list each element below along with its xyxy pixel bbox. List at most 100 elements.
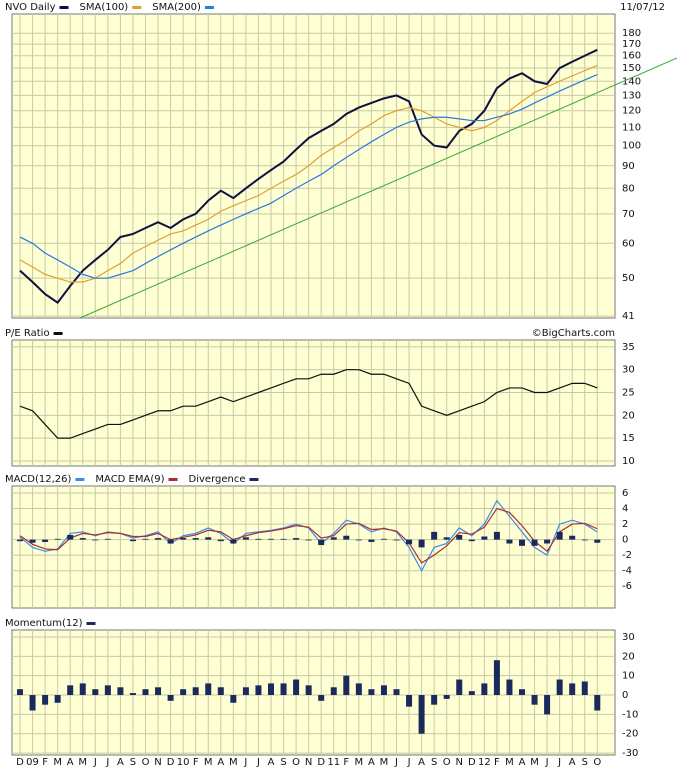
y-tick-label: 140 <box>622 76 641 87</box>
y-tick-label: -10 <box>622 709 638 720</box>
bar <box>192 687 199 696</box>
x-tick-label: O <box>142 757 150 768</box>
x-tick-label: 12 <box>478 757 491 768</box>
bar <box>531 695 538 705</box>
x-tick-label: J <box>256 757 260 768</box>
bar <box>380 685 387 696</box>
trend-line <box>79 57 677 319</box>
bar <box>406 695 413 707</box>
bar <box>456 534 463 540</box>
bar <box>205 683 212 696</box>
bar <box>581 539 588 541</box>
bar <box>242 537 249 540</box>
bar <box>456 679 463 696</box>
x-tick-label: M <box>380 757 389 768</box>
bar <box>17 689 23 696</box>
bar <box>42 695 49 705</box>
bar <box>305 539 312 541</box>
x-tick-label: 11 <box>327 757 340 768</box>
bar <box>180 689 187 696</box>
bar <box>42 539 49 542</box>
y-tick-label: 30 <box>622 365 635 376</box>
bar <box>368 689 375 696</box>
x-tick-label: N <box>456 757 463 768</box>
x-tick-label: A <box>217 757 224 768</box>
bar <box>544 695 551 715</box>
y-tick-label: -20 <box>622 729 638 740</box>
bar <box>418 539 425 548</box>
y-tick-label: 80 <box>622 183 635 194</box>
bar <box>167 695 174 701</box>
bar <box>155 687 162 696</box>
y-tick-label: 60 <box>622 238 635 249</box>
bar <box>142 538 149 540</box>
x-tick-label: A <box>268 757 275 768</box>
x-tick-label: N <box>154 757 161 768</box>
source-label: ©BigCharts.com <box>532 328 615 339</box>
bar <box>268 538 274 540</box>
y-tick-label: 180 <box>622 28 641 39</box>
y-tick-label: 10 <box>622 456 635 467</box>
legend-swatch <box>59 6 69 9</box>
y-tick-label: 4 <box>622 504 628 515</box>
x-tick-label: S <box>280 757 286 768</box>
bar <box>205 537 212 540</box>
legend-label: MACD EMA(9) <box>95 474 164 485</box>
x-tick-label: A <box>67 757 74 768</box>
y-tick-label: 110 <box>622 122 641 133</box>
y-tick-label: 100 <box>622 141 641 152</box>
bar <box>393 539 400 541</box>
x-tick-label: F <box>494 757 500 768</box>
bar <box>468 691 475 696</box>
bar <box>493 531 500 540</box>
y-tick-label: 41 <box>622 311 635 322</box>
bar <box>544 539 551 544</box>
legend-label: MACD(12,26) <box>5 474 72 485</box>
bar <box>180 538 187 540</box>
bar <box>268 683 274 696</box>
bar <box>54 538 61 540</box>
x-tick-label: D <box>16 757 24 768</box>
x-tick-label: F <box>193 757 199 768</box>
x-tick-label: 09 <box>26 757 39 768</box>
x-tick-label: M <box>204 757 213 768</box>
bar <box>79 683 86 696</box>
bar <box>355 539 362 541</box>
legend-swatch <box>75 478 85 481</box>
series-line <box>19 64 598 283</box>
y-tick-label: 0 <box>622 535 628 546</box>
bar <box>594 695 601 711</box>
bar <box>17 539 23 542</box>
bar <box>142 689 149 696</box>
x-tick-label: M <box>53 757 62 768</box>
bar <box>506 539 513 544</box>
x-tick-label: A <box>569 757 576 768</box>
legend-label: Momentum(12) <box>5 618 83 629</box>
bar <box>569 683 576 696</box>
legend-label: SMA(100) <box>80 2 129 13</box>
y-tick-label: 2 <box>622 519 628 530</box>
legend-swatch <box>86 622 96 625</box>
legend-label: SMA(200) <box>152 2 201 13</box>
legend-swatch <box>249 478 259 481</box>
bar <box>380 538 387 540</box>
x-tick-label: A <box>368 757 375 768</box>
y-tick-label: 160 <box>622 51 641 62</box>
x-tick-label: D <box>167 757 175 768</box>
bar <box>29 695 36 711</box>
bar <box>92 539 99 541</box>
bar <box>230 695 237 703</box>
bar <box>418 695 425 734</box>
x-tick-label: F <box>343 757 349 768</box>
bar <box>531 539 538 546</box>
bar <box>481 536 488 540</box>
bar <box>280 683 287 696</box>
x-tick-label: M <box>530 757 539 768</box>
y-tick-label: 170 <box>622 39 641 50</box>
bar <box>255 538 262 540</box>
bar <box>556 679 563 696</box>
x-tick-label: S <box>130 757 136 768</box>
bar <box>230 539 237 544</box>
y-tick-label: 120 <box>622 106 641 117</box>
bar <box>519 689 525 696</box>
